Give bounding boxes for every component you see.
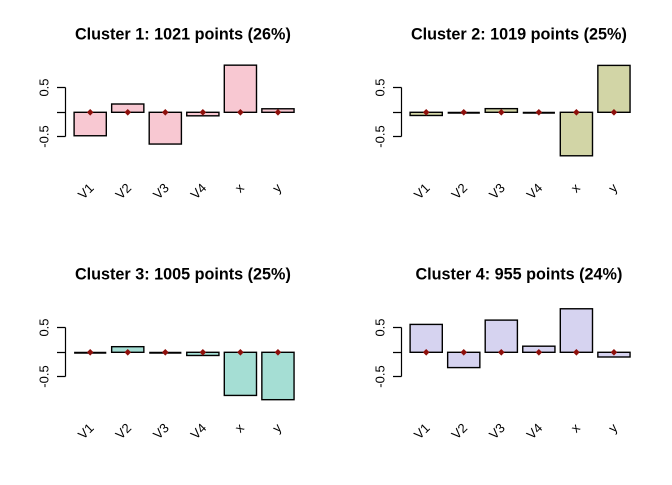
svg-text:Cluster 1: 1021 points (26%): Cluster 1: 1021 points (26%) — [75, 26, 291, 44]
svg-text:V4: V4 — [188, 180, 210, 202]
svg-text:y: y — [605, 180, 621, 196]
svg-text:V2: V2 — [448, 180, 470, 202]
svg-text:0.5: 0.5 — [36, 78, 51, 96]
svg-text:Cluster 2: 1019 points (25%): Cluster 2: 1019 points (25%) — [411, 26, 627, 44]
svg-text:0.5: 0.5 — [372, 318, 387, 336]
svg-text:y: y — [605, 420, 621, 436]
svg-text:Cluster 4: 955 points (24%): Cluster 4: 955 points (24%) — [415, 266, 622, 284]
svg-text:V1: V1 — [411, 420, 433, 442]
svg-text:-0.5: -0.5 — [36, 365, 51, 387]
svg-text:x: x — [568, 420, 584, 436]
svg-text:0.5: 0.5 — [372, 78, 387, 96]
svg-text:x: x — [232, 420, 248, 436]
svg-text:V2: V2 — [448, 420, 470, 442]
svg-text:-0.5: -0.5 — [36, 125, 51, 147]
svg-text:0.5: 0.5 — [36, 318, 51, 336]
svg-text:V1: V1 — [411, 180, 433, 202]
svg-text:-0.5: -0.5 — [372, 125, 387, 147]
svg-text:x: x — [232, 180, 248, 196]
svg-text:V1: V1 — [75, 420, 97, 442]
svg-text:y: y — [269, 420, 285, 436]
svg-text:V4: V4 — [524, 420, 546, 442]
svg-text:V3: V3 — [150, 180, 172, 202]
svg-text:V4: V4 — [188, 420, 210, 442]
svg-text:V3: V3 — [486, 420, 508, 442]
svg-text:V3: V3 — [150, 420, 172, 442]
svg-text:V1: V1 — [75, 180, 97, 202]
svg-text:x: x — [568, 180, 584, 196]
svg-text:y: y — [269, 180, 285, 196]
svg-text:V2: V2 — [112, 180, 134, 202]
svg-text:V3: V3 — [486, 180, 508, 202]
svg-text:V2: V2 — [112, 420, 134, 442]
svg-text:Cluster 3: 1005 points (25%): Cluster 3: 1005 points (25%) — [75, 266, 291, 284]
svg-text:-0.5: -0.5 — [372, 365, 387, 387]
svg-text:V4: V4 — [524, 180, 546, 202]
